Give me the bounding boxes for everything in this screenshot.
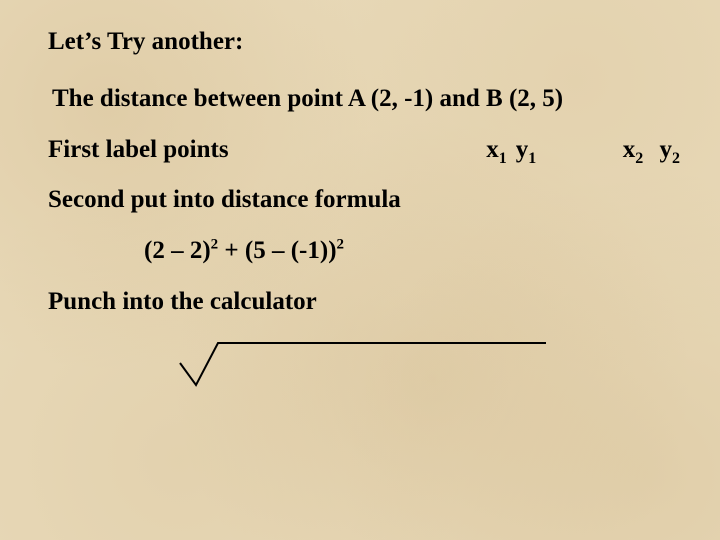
- distance-formula: (2 – 2)2 + (5 – (-1))2: [48, 237, 680, 266]
- step1-row: First label points x1 y1 x2 y2: [48, 136, 680, 165]
- step2-label: Second put into distance formula: [48, 186, 680, 215]
- slide-title: Let’s Try another:: [48, 28, 680, 57]
- step3-label: Punch into the calculator: [48, 288, 680, 317]
- label-y1: y1: [516, 136, 537, 165]
- formula-term2: (5 – (-1)): [245, 237, 337, 264]
- step1-label: First label points: [48, 136, 229, 165]
- radical-icon: [178, 339, 548, 387]
- label-y2: y2: [660, 136, 681, 165]
- label-x2: x2: [623, 136, 644, 165]
- formula-term1: (2 – 2): [144, 237, 211, 264]
- slide-content: Let’s Try another: The distance between …: [0, 0, 720, 540]
- formula-exp2: 2: [337, 237, 345, 253]
- formula-plus: +: [218, 237, 245, 264]
- problem-prompt: The distance between point A (2, -1) and…: [48, 85, 680, 114]
- label-x1: x1: [486, 136, 507, 165]
- radical-path: [180, 343, 546, 385]
- radical-symbol: [178, 339, 680, 399]
